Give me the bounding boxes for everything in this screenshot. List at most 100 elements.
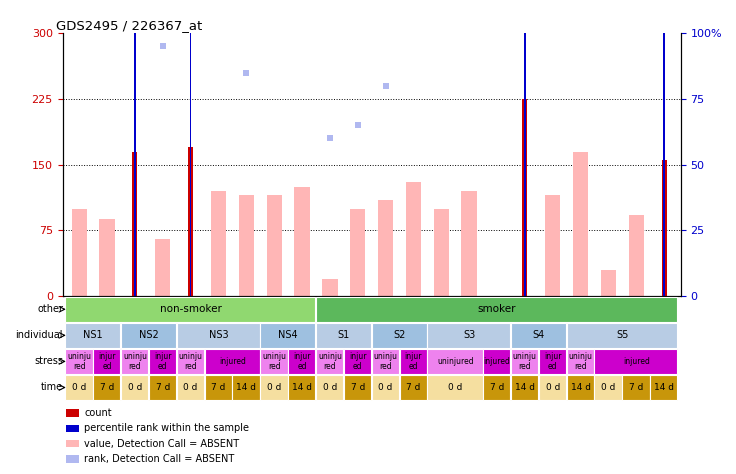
Bar: [523, 99, 528, 296]
Text: injured: injured: [623, 357, 650, 366]
Bar: [595, 375, 622, 400]
Text: uninjured: uninjured: [437, 357, 473, 366]
Text: rank, Detection Call = ABSENT: rank, Detection Call = ABSENT: [84, 454, 235, 464]
Bar: [483, 349, 510, 374]
Text: individual: individual: [15, 330, 63, 340]
Text: S3: S3: [463, 330, 475, 340]
Text: 7 d: 7 d: [100, 383, 114, 392]
Bar: [400, 349, 427, 374]
Bar: [650, 375, 677, 400]
Bar: [316, 349, 343, 374]
Bar: [288, 349, 316, 374]
Text: 14 d: 14 d: [515, 383, 535, 392]
Text: stress: stress: [34, 356, 63, 366]
Bar: [316, 323, 371, 348]
Text: 0 d: 0 d: [183, 383, 198, 392]
Text: percentile rank within the sample: percentile rank within the sample: [84, 423, 250, 433]
Text: 7 d: 7 d: [155, 383, 170, 392]
Text: S5: S5: [616, 330, 629, 340]
Bar: [121, 349, 149, 374]
Bar: [524, 0, 526, 296]
Point: [380, 82, 392, 90]
Bar: [511, 375, 538, 400]
Bar: [266, 195, 282, 296]
Text: 7 d: 7 d: [490, 383, 504, 392]
Text: NS1: NS1: [83, 330, 103, 340]
Bar: [177, 323, 260, 348]
Point: [324, 135, 336, 142]
Text: 0 d: 0 d: [72, 383, 86, 392]
Bar: [121, 323, 176, 348]
Bar: [567, 323, 677, 348]
Bar: [372, 349, 399, 374]
Point: [157, 43, 169, 50]
Bar: [372, 375, 399, 400]
Text: 7 d: 7 d: [629, 383, 643, 392]
Bar: [322, 279, 338, 296]
Bar: [66, 409, 79, 417]
Text: smoker: smoker: [478, 304, 516, 314]
Bar: [539, 349, 566, 374]
Bar: [288, 375, 316, 400]
Text: NS3: NS3: [209, 330, 228, 340]
Bar: [434, 209, 449, 296]
Bar: [66, 440, 79, 447]
Bar: [177, 349, 204, 374]
Bar: [210, 191, 226, 296]
Bar: [567, 349, 594, 374]
Text: 7 d: 7 d: [350, 383, 365, 392]
Text: injur
ed: injur ed: [294, 352, 311, 371]
Text: NS2: NS2: [139, 330, 159, 340]
Text: injur
ed: injur ed: [544, 352, 562, 371]
Bar: [99, 219, 115, 296]
Text: 0 d: 0 d: [601, 383, 615, 392]
Bar: [66, 349, 93, 374]
Bar: [66, 425, 79, 432]
Text: injur
ed: injur ed: [99, 352, 116, 371]
Bar: [294, 187, 310, 296]
Bar: [71, 209, 87, 296]
Text: 0 d: 0 d: [267, 383, 281, 392]
Bar: [483, 375, 510, 400]
Text: S2: S2: [393, 330, 406, 340]
Text: 0 d: 0 d: [128, 383, 142, 392]
Bar: [188, 147, 193, 296]
Bar: [461, 191, 477, 296]
Text: value, Detection Call = ABSENT: value, Detection Call = ABSENT: [84, 439, 239, 449]
Bar: [406, 182, 421, 296]
Text: 14 d: 14 d: [292, 383, 312, 392]
Text: 14 d: 14 d: [654, 383, 674, 392]
Text: uninju
red: uninju red: [318, 352, 342, 371]
Bar: [539, 375, 566, 400]
Text: injur
ed: injur ed: [349, 352, 367, 371]
Text: 14 d: 14 d: [570, 383, 590, 392]
Bar: [567, 375, 594, 400]
Bar: [344, 375, 371, 400]
Bar: [573, 152, 588, 296]
Bar: [261, 349, 288, 374]
Bar: [350, 209, 365, 296]
Text: 14 d: 14 d: [236, 383, 256, 392]
Bar: [149, 375, 176, 400]
Text: injur
ed: injur ed: [154, 352, 171, 371]
Text: uninju
red: uninju red: [568, 352, 592, 371]
Text: 7 d: 7 d: [211, 383, 226, 392]
Bar: [316, 297, 677, 322]
Bar: [428, 349, 483, 374]
Bar: [511, 349, 538, 374]
Point: [352, 121, 364, 129]
Bar: [93, 375, 121, 400]
Bar: [261, 375, 288, 400]
Text: uninju
red: uninju red: [513, 352, 537, 371]
Bar: [316, 375, 343, 400]
Text: uninju
red: uninju red: [262, 352, 286, 371]
Text: 7 d: 7 d: [406, 383, 421, 392]
Bar: [595, 349, 677, 374]
Text: injured: injured: [484, 357, 511, 366]
Text: 0 d: 0 d: [378, 383, 393, 392]
Bar: [66, 323, 121, 348]
Bar: [378, 200, 393, 296]
Text: injured: injured: [219, 357, 246, 366]
Text: GDS2495 / 226367_at: GDS2495 / 226367_at: [57, 19, 202, 32]
Bar: [132, 152, 138, 296]
